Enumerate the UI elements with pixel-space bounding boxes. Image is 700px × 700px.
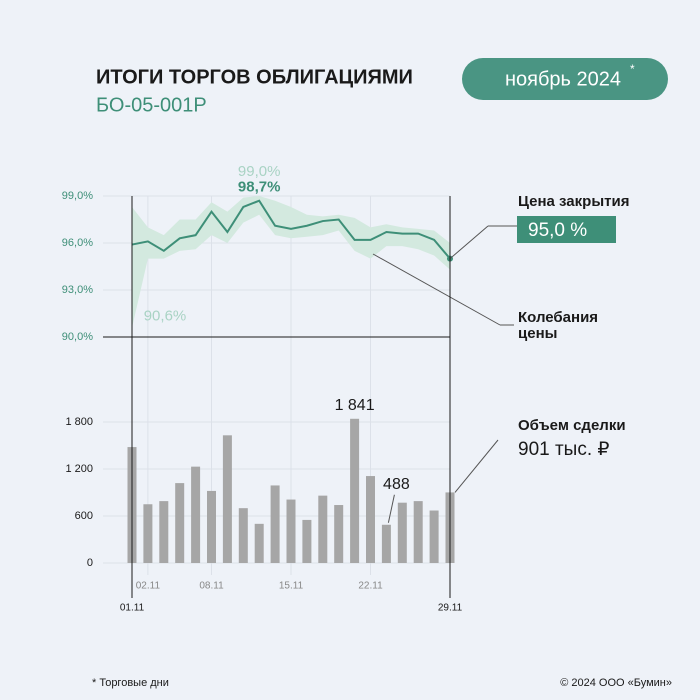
bar — [191, 466, 201, 563]
bar — [175, 483, 185, 563]
leader — [454, 439, 499, 493]
copyright: © 2024 ООО «Бумин» — [560, 677, 672, 689]
y-tick-label: 0 — [87, 557, 93, 569]
bar — [254, 523, 264, 563]
subtitle: БО-05-001Р — [96, 94, 207, 116]
x-tick-label: 22.11 — [358, 581, 383, 592]
value-label: 95,0 % — [528, 220, 587, 241]
bar — [397, 502, 407, 563]
y-tick-label: 1 800 — [65, 416, 93, 428]
title: ИТОГИ ТОРГОВ ОБЛИГАЦИЯМИ — [96, 66, 413, 88]
y-tick-label: 1 200 — [65, 463, 93, 475]
leader — [372, 253, 501, 326]
bar — [238, 508, 248, 563]
value-label: 901 тыс. ₽ — [518, 439, 609, 460]
value-label: 1 841 — [335, 397, 375, 414]
badge-bg — [462, 58, 668, 100]
bar — [366, 476, 375, 563]
footer-note: * Торговые дни — [92, 677, 169, 689]
bar — [413, 501, 423, 563]
y-tick-label: 99,0% — [62, 190, 93, 202]
bar — [350, 418, 360, 563]
badge-note: * — [630, 62, 635, 76]
range-band — [132, 196, 450, 328]
y-tick-label: 90,0% — [62, 331, 93, 343]
bar — [286, 499, 296, 563]
series-name: Объем сделки — [518, 417, 626, 434]
value-label: 488 — [383, 476, 410, 493]
x-tick-label: 08.11 — [199, 581, 224, 592]
y-tick-label: 93,0% — [62, 284, 93, 296]
y-tick-label: 96,0% — [62, 237, 93, 249]
bar — [143, 504, 153, 563]
y-tick-label: 600 — [75, 510, 93, 522]
bar — [429, 510, 439, 563]
value-box — [517, 216, 616, 243]
bar — [318, 495, 328, 563]
bar — [302, 519, 312, 563]
value-label: 98,7% — [238, 179, 281, 196]
x-tick-label: 15.11 — [279, 581, 304, 592]
series-name: Цена закрытия — [518, 193, 629, 210]
bar — [207, 490, 216, 563]
x-tick-label: 02.11 — [136, 581, 161, 592]
bar — [334, 505, 344, 563]
leader — [387, 494, 395, 523]
bar — [159, 501, 169, 563]
x-tick-label: 01.11 — [120, 603, 145, 614]
leader — [449, 225, 489, 260]
bar — [270, 485, 280, 563]
band-legend: Колебания цены — [518, 309, 599, 342]
bar — [222, 435, 232, 563]
low-label: 90,6% — [144, 308, 187, 325]
close-line — [131, 199, 451, 260]
high-label: 99,0% — [238, 163, 281, 180]
badge: ноябрь 2024 — [505, 68, 621, 90]
x-tick-label: 29.11 — [438, 603, 463, 614]
bar — [381, 524, 391, 563]
